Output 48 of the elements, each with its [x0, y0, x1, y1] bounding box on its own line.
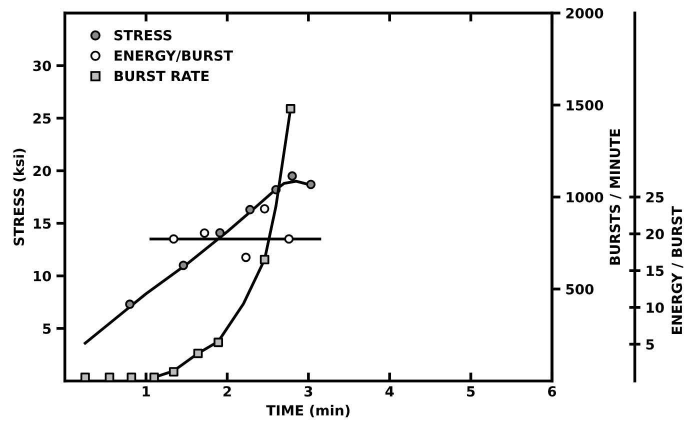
y2-tick-label: 2000 [566, 8, 604, 19]
y3-tick-label: 20 [646, 228, 664, 240]
x-tick-label: 1 [142, 386, 150, 396]
point [287, 171, 297, 181]
y3-tick-label: 25 [646, 192, 664, 202]
point [214, 338, 224, 348]
x-tick-label: 4 [385, 386, 394, 396]
point [126, 372, 136, 382]
x-axis-title: TIME (min) [266, 404, 350, 418]
point [178, 260, 188, 270]
y3-tick-label: 15 [646, 266, 664, 276]
y-axis-title: STRESS (ksi) [13, 148, 26, 246]
x-tick-label: 2 [224, 386, 231, 396]
point [260, 254, 270, 264]
x-tick-label: 3 [304, 386, 312, 397]
point [193, 348, 203, 358]
y-tick-label: 20 [33, 166, 51, 176]
point [104, 372, 114, 382]
legend-label: STRESS [114, 30, 172, 40]
legend-label: BURST RATE [114, 70, 209, 82]
legend-label: ENERGY/BURST [114, 50, 233, 62]
y3-tick-label: 5 [646, 339, 654, 350]
y2-tick-label: 500 [566, 284, 594, 294]
x-tick-label: 6 [548, 386, 556, 397]
y3-axis-title: ENERGY / BURST [672, 206, 684, 334]
point [200, 228, 210, 238]
y-tick-label: 5 [43, 324, 51, 334]
point [241, 252, 251, 262]
point [260, 204, 270, 214]
point [286, 104, 296, 114]
y-tick-label: 30 [33, 60, 51, 72]
y-tick-label: 15 [34, 218, 51, 229]
x-tick-label: 5 [467, 386, 475, 397]
point [125, 300, 135, 309]
point [215, 228, 225, 238]
y3-tick-label: 10 [646, 302, 664, 313]
point [284, 234, 294, 244]
y2-tick-label: 1000 [566, 192, 604, 202]
y-tick-label: 25 [33, 113, 51, 124]
point [168, 367, 178, 377]
y2-axis-title: BURSTS / MINUTE [610, 129, 622, 265]
point [149, 372, 159, 382]
point [80, 372, 90, 382]
y-tick-label: 10 [34, 270, 51, 282]
point [306, 180, 316, 190]
y2-tick-label: 1500 [566, 100, 604, 111]
point [168, 234, 178, 244]
point [245, 204, 255, 214]
